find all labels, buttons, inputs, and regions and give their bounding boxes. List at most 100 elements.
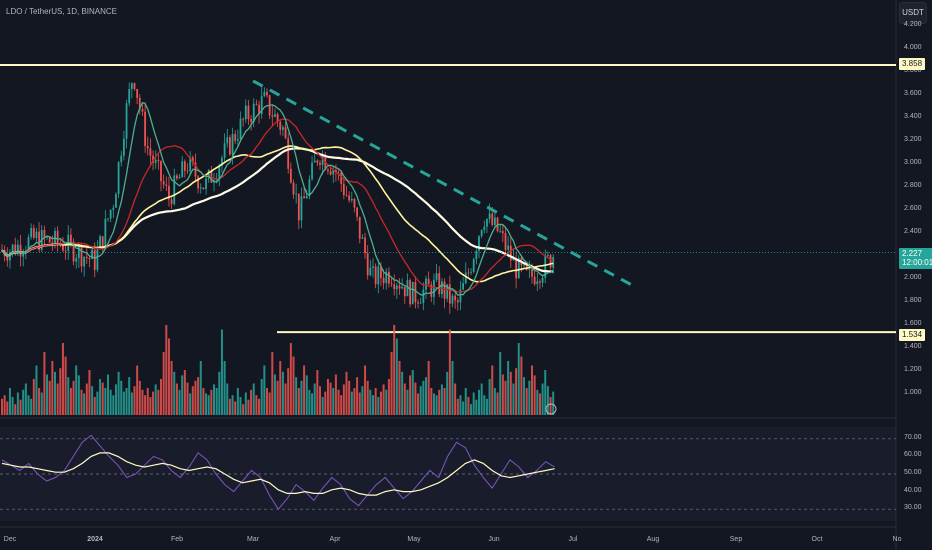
volume-bar xyxy=(160,379,162,415)
candle-body xyxy=(99,236,101,250)
volume-bar xyxy=(504,380,507,415)
candle-body xyxy=(435,273,438,280)
volume-bar xyxy=(319,386,321,415)
hline-tag-top: 3.858 xyxy=(899,58,926,70)
candle-body xyxy=(242,118,245,120)
price-tick-label: 4.000 xyxy=(904,43,922,51)
candle-body xyxy=(284,127,287,139)
candle-body xyxy=(210,170,213,183)
candle-body xyxy=(289,168,292,183)
price-tick-label: 3.800 xyxy=(904,66,922,74)
volume-bar xyxy=(390,352,393,415)
volume-bar xyxy=(520,356,523,415)
volume-bar xyxy=(443,388,446,415)
volume-bar xyxy=(67,377,70,415)
volume-bar xyxy=(43,352,46,415)
time-tick-label: Mar xyxy=(246,536,260,543)
volume-bar xyxy=(8,388,11,415)
candle-body xyxy=(438,273,441,295)
volume-bar xyxy=(533,375,536,415)
volume-bar xyxy=(316,370,319,415)
volume-bar xyxy=(122,391,125,415)
candle-body xyxy=(186,170,189,172)
candle-body xyxy=(17,244,19,255)
candle-body xyxy=(388,271,390,284)
volume-bar xyxy=(266,388,268,415)
candle-body xyxy=(364,237,366,254)
candle-body xyxy=(115,193,117,208)
volume-bar xyxy=(499,352,502,415)
candle-body xyxy=(459,289,462,303)
volume-bar xyxy=(136,365,139,415)
volume-bar xyxy=(181,375,184,415)
candle-body xyxy=(168,185,170,200)
candle-body xyxy=(311,162,313,180)
price-tick-label: 1.600 xyxy=(904,319,922,327)
price-tick-label: 3.400 xyxy=(904,112,922,120)
candle-body xyxy=(456,300,459,303)
volume-bar xyxy=(329,382,332,415)
candle-body xyxy=(51,242,54,244)
candle-body xyxy=(250,119,252,122)
volume-bar xyxy=(276,380,279,415)
candle-body xyxy=(154,159,157,164)
volume-bar xyxy=(496,392,499,415)
volume-bar xyxy=(226,383,229,415)
volume-bar xyxy=(218,371,221,415)
candle-body xyxy=(536,281,539,285)
candle-body xyxy=(369,267,372,276)
time-tick-label: Jun xyxy=(488,536,500,543)
candle-body xyxy=(308,179,311,197)
time-tick-label: 2024 xyxy=(87,536,103,543)
volume-bar xyxy=(507,361,510,415)
candle-body xyxy=(120,155,123,163)
volume-bar xyxy=(403,383,406,415)
volume-bar xyxy=(472,392,475,415)
volume-bar xyxy=(480,383,483,415)
volume-bar xyxy=(54,371,56,415)
volume-bar xyxy=(546,386,549,415)
volume-bar xyxy=(138,380,141,415)
candle-body xyxy=(406,280,409,297)
candle-body xyxy=(75,258,78,262)
candle-body xyxy=(236,139,239,141)
candle-body xyxy=(303,196,305,199)
candle-body xyxy=(176,175,178,179)
descending-trendline xyxy=(252,79,638,290)
volume-bar xyxy=(130,392,133,415)
last-price-tag: 2.227 12:00:01 xyxy=(899,248,932,269)
candle-body xyxy=(313,160,316,163)
candle-body xyxy=(202,187,205,190)
volume-bar xyxy=(133,386,136,415)
volume-bar xyxy=(22,389,25,415)
volume-bar xyxy=(297,388,300,415)
candle-body xyxy=(85,256,88,258)
candle-body xyxy=(199,187,202,189)
candle-body xyxy=(348,195,351,201)
candle-body xyxy=(483,226,486,231)
candle-body xyxy=(276,114,279,122)
volume-bar xyxy=(59,368,62,415)
candle-body xyxy=(356,207,358,217)
time-tick-label: Feb xyxy=(170,536,184,543)
candle-body xyxy=(226,137,229,144)
candle-body xyxy=(282,127,284,130)
currency-button[interactable]: USDT xyxy=(899,2,927,24)
volume-bar xyxy=(16,392,19,415)
volume-bar xyxy=(334,374,337,415)
volume-bar xyxy=(141,389,144,415)
volume-bar xyxy=(236,388,239,415)
candle-body xyxy=(454,295,457,301)
volume-bar xyxy=(398,361,401,415)
candle-body xyxy=(252,103,255,122)
volume-bar xyxy=(247,399,250,415)
volume-bar xyxy=(61,343,64,415)
candle-body xyxy=(409,280,411,305)
candle-body xyxy=(205,178,207,190)
candle-body xyxy=(525,264,528,270)
candle-body xyxy=(160,161,162,182)
candle-body xyxy=(531,269,533,277)
candle-body xyxy=(72,241,75,262)
volume-bar xyxy=(369,389,372,415)
